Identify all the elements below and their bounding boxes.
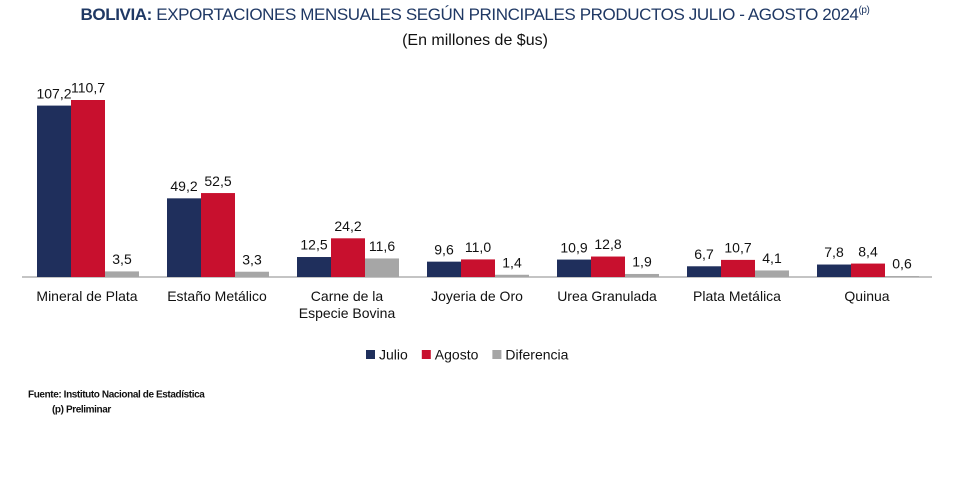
- source: Fuente: Instituto Nacional de Estadístic…: [28, 390, 205, 401]
- x-tick-label: Urea Granulada: [557, 288, 657, 304]
- value-label: 1,9: [632, 254, 652, 270]
- value-label: 11,0: [465, 239, 491, 255]
- bar: [495, 274, 529, 277]
- legend-label: Diferencia: [505, 347, 568, 363]
- value-label: 4,1: [762, 250, 782, 266]
- title-superscript: (p): [858, 5, 869, 16]
- bar: [297, 257, 331, 277]
- bar: [71, 100, 105, 277]
- value-label: 107,2: [36, 85, 71, 101]
- value-label: 9,6: [434, 241, 454, 257]
- value-label: 6,7: [694, 246, 714, 262]
- x-tick-label: Joyeria de Oro: [431, 288, 523, 304]
- bar: [625, 273, 659, 277]
- legend-swatch: [366, 350, 375, 359]
- title-bold: BOLIVIA:: [81, 5, 152, 24]
- value-label: 10,7: [724, 240, 751, 256]
- bar: [687, 266, 721, 277]
- x-tick-label: Plata Metálica: [693, 288, 781, 304]
- value-label: 110,7: [71, 80, 105, 96]
- bar: [37, 105, 71, 277]
- value-label: 12,8: [594, 236, 621, 252]
- chart-subtitle: (En millones de $us): [402, 32, 548, 49]
- value-label: 1,4: [502, 254, 522, 270]
- legend-swatch: [492, 350, 502, 359]
- x-tick-label: Estaño Metálico: [167, 288, 267, 304]
- bar: [755, 270, 789, 277]
- legend-label: Julio: [379, 347, 408, 363]
- value-label: 11,6: [369, 238, 395, 254]
- chart-title: BOLIVIA: EXPORTACIONES MENSUALES SEGÚN P…: [81, 5, 870, 25]
- bar: [235, 271, 269, 277]
- value-label: 12,5: [300, 237, 327, 253]
- legend-label: Agosto: [435, 347, 479, 363]
- bar: [851, 263, 885, 277]
- value-label: 24,2: [334, 218, 361, 234]
- value-label: 8,4: [858, 243, 878, 259]
- bar: [331, 238, 365, 277]
- value-label: 49,2: [170, 178, 197, 194]
- bar: [167, 198, 201, 277]
- value-label: 52,5: [204, 173, 231, 189]
- bar: [557, 259, 591, 277]
- x-tick-label: Carne de la Especie Bovina: [298, 288, 396, 321]
- bar: [201, 193, 235, 277]
- bar: [591, 256, 625, 277]
- value-label: 3,5: [112, 251, 132, 267]
- x-tick-label: Quinua: [844, 288, 890, 304]
- title-text: EXPORTACIONES MENSUALES SEGÚN PRINCIPALE…: [156, 5, 858, 24]
- value-label: 3,3: [242, 251, 262, 267]
- source-note: (p) Preliminar: [52, 405, 111, 416]
- bar: [817, 264, 851, 277]
- bar: [105, 271, 139, 277]
- value-label: 7,8: [824, 244, 844, 260]
- legend-swatch: [421, 350, 431, 359]
- value-label: 10,9: [560, 239, 587, 255]
- bar: [365, 258, 399, 277]
- x-tick-label: Mineral de Plata: [36, 288, 138, 304]
- value-label: 0,6: [892, 256, 912, 272]
- bar: [427, 261, 461, 277]
- bar: [461, 259, 495, 277]
- bar: [885, 276, 919, 277]
- bar: [721, 259, 755, 277]
